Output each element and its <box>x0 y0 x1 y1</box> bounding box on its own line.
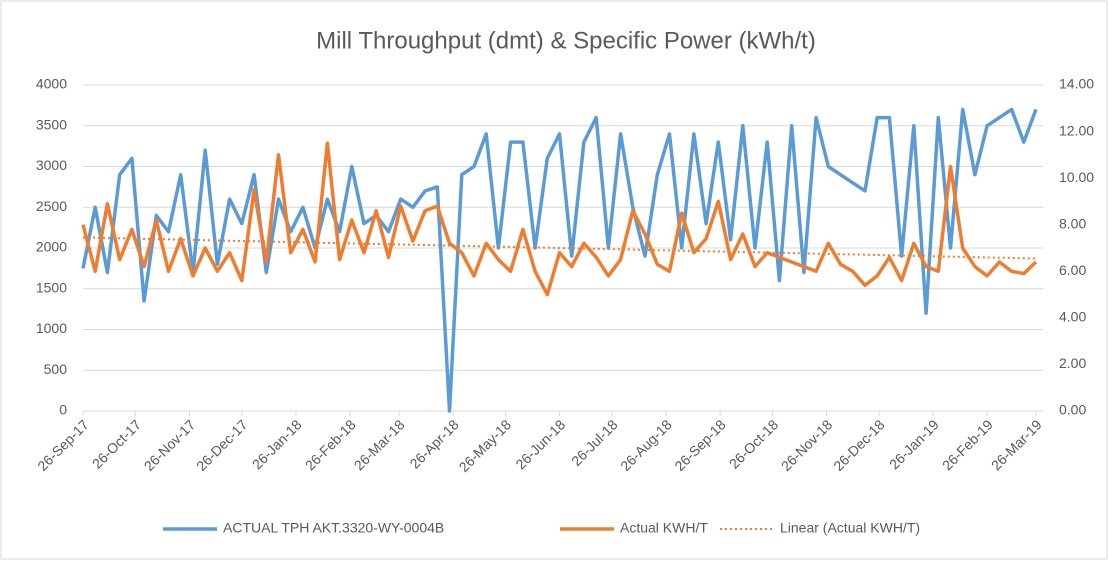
y-tick-label: 2000 <box>36 239 67 255</box>
y-tick-label: 500 <box>44 361 68 377</box>
y2-tick-label: 10.00 <box>1059 169 1094 185</box>
y-tick-label: 0 <box>59 402 67 418</box>
trend-line <box>82 236 1037 260</box>
y-tick-label: 3500 <box>36 116 67 132</box>
series-line <box>81 107 1038 413</box>
legend-label: Linear (Actual KWH/T) <box>780 520 920 536</box>
y-tick-label: 3000 <box>36 157 67 173</box>
y2-tick-label: 8.00 <box>1059 215 1086 231</box>
y2-tick-label: 4.00 <box>1059 309 1086 325</box>
y-tick-label: 1000 <box>36 320 67 336</box>
series-line <box>81 141 1038 297</box>
y-tick-label: 4000 <box>36 76 67 92</box>
y2-tick-label: 6.00 <box>1059 262 1086 278</box>
y2-tick-label: 12.00 <box>1059 122 1094 138</box>
y-tick-label: 1500 <box>36 279 67 295</box>
y-tick-label: 2500 <box>36 198 67 214</box>
legend-label: Actual KWH/T <box>620 520 708 536</box>
y2-tick-label: 0.00 <box>1059 402 1086 418</box>
legend-label: ACTUAL TPH AKT.3320-WY-0004B <box>223 520 444 536</box>
y2-tick-label: 2.00 <box>1059 355 1086 371</box>
chart-title: Mill Throughput (dmt) & Specific Power (… <box>316 27 816 54</box>
y2-tick-label: 14.00 <box>1059 76 1094 92</box>
